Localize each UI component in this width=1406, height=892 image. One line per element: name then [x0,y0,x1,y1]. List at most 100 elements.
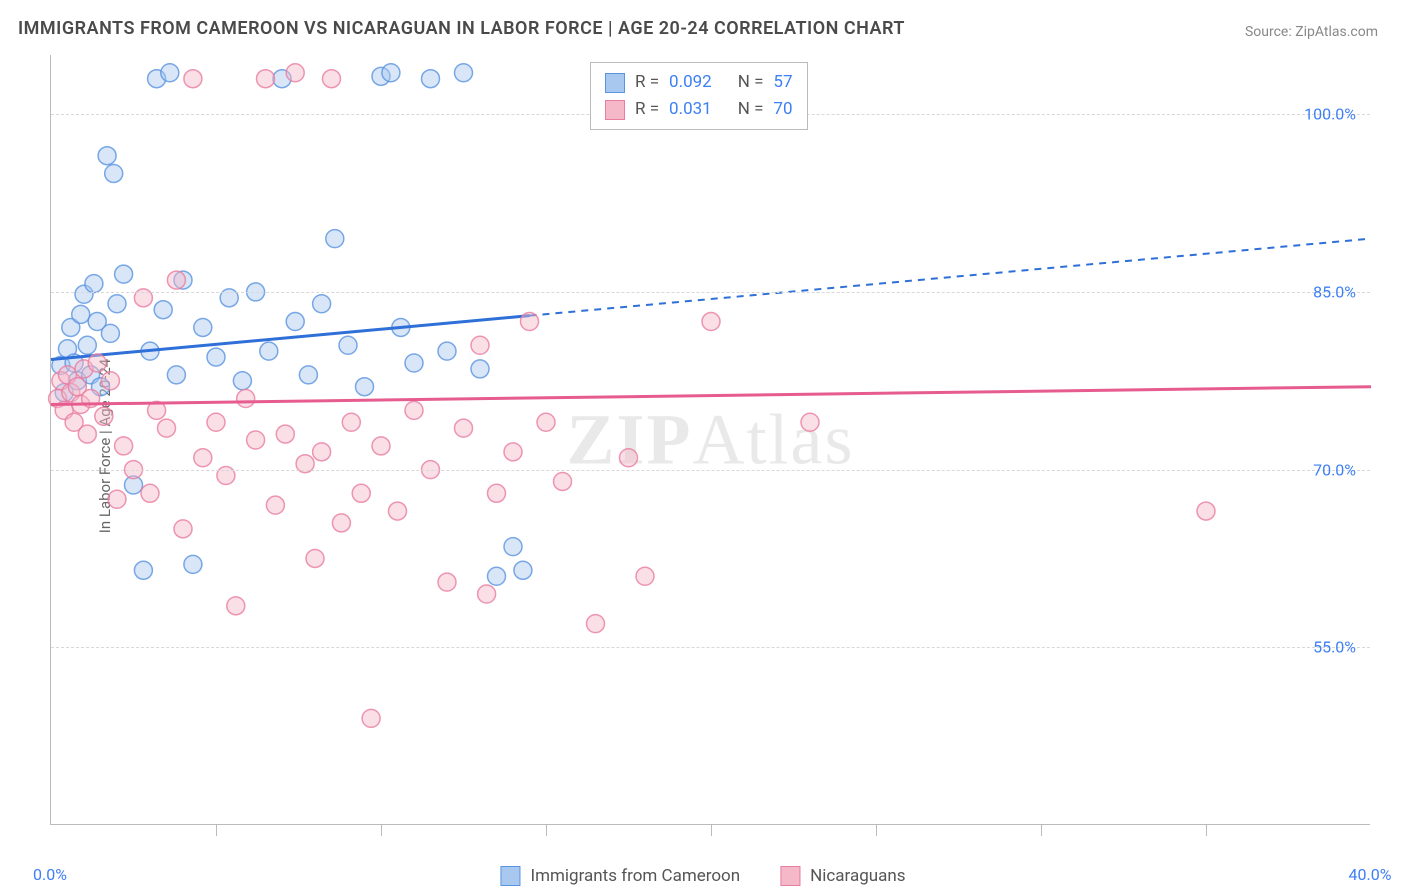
data-point [158,419,176,437]
data-point [286,64,304,82]
data-point [372,437,390,455]
data-point [299,366,317,384]
r-label: R = [635,69,659,96]
data-point [154,301,172,319]
x-minor-tick [711,824,712,836]
y-tick-label: 55.0% [1313,638,1356,657]
x-minor-tick [381,824,382,836]
legend-stats-row: R =0.031N =70 [605,96,793,123]
regression-line-dashed [530,239,1372,316]
legend-stats-row: R = 0.092 N = 57 [605,69,793,96]
n-value: 57 [773,69,792,96]
data-point [105,164,123,182]
data-point [801,413,819,431]
data-point [72,305,90,323]
plot-svg [51,55,1370,824]
data-point [326,230,344,248]
data-point [389,502,407,520]
data-point [1197,502,1215,520]
r-label: R = [635,96,659,123]
data-point [455,419,473,437]
data-point [286,313,304,331]
legend-series-label: Nicaraguans [810,866,905,886]
x-minor-tick [546,824,547,836]
data-point [478,585,496,603]
legend-swatch [605,100,625,120]
data-point [488,484,506,502]
data-point [108,490,126,508]
data-point [471,336,489,354]
r-value: 0.092 [669,69,712,96]
r-value: 0.031 [669,96,712,123]
data-point [227,597,245,615]
data-point [356,378,374,396]
x-minor-tick [1206,824,1207,836]
data-point [620,449,638,467]
data-point [101,324,119,342]
data-point [98,147,116,165]
legend-series-label: Immigrants from Cameroon [530,866,740,886]
data-point [108,295,126,313]
data-point [405,354,423,372]
data-point [362,709,380,727]
chart-container: IMMIGRANTS FROM CAMEROON VS NICARAGUAN I… [0,0,1406,892]
data-point [141,484,159,502]
data-point [207,348,225,366]
data-point [184,555,202,573]
data-point [184,70,202,88]
data-point [339,336,357,354]
data-point [134,561,152,579]
data-point [194,449,212,467]
n-value: 70 [773,96,792,123]
plot-area: ZIPAtlas 55.0%70.0%85.0%100.0% [50,55,1370,825]
data-point [504,538,522,556]
data-point [306,549,324,567]
data-point [636,567,654,585]
legend-swatch [605,73,625,93]
data-point [504,443,522,461]
data-point [587,615,605,633]
data-point [207,413,225,431]
data-point [88,354,106,372]
data-point [537,413,555,431]
legend-series-item: Immigrants from Cameroon [500,866,740,886]
data-point [266,496,284,514]
gridline-h [51,292,1370,293]
data-point [342,413,360,431]
x-tick-label: 0.0% [33,865,67,884]
y-tick-label: 100.0% [1304,105,1356,124]
chart-title: IMMIGRANTS FROM CAMEROON VS NICARAGUAN I… [18,18,905,39]
data-point [405,401,423,419]
data-point [115,265,133,283]
legend-stats: R = 0.092 N = 57R = 0.031 N = 70 [590,62,808,130]
data-point [233,372,251,390]
data-point [313,295,331,313]
legend-series-item: Nicaraguans [780,866,905,886]
data-point [78,336,96,354]
data-point [95,407,113,425]
data-point [382,64,400,82]
legend-swatch [780,866,800,886]
data-point [554,472,572,490]
data-point [101,372,119,390]
x-tick-label: 40.0% [1349,865,1392,884]
source-attribution: Source: ZipAtlas.com [1245,24,1378,40]
data-point [247,431,265,449]
data-point [488,567,506,585]
data-point [257,70,275,88]
y-tick-label: 85.0% [1313,282,1356,301]
legend-swatch [500,866,520,886]
n-label: N = [738,69,764,96]
data-point [237,390,255,408]
gridline-h [51,470,1370,471]
data-point [194,318,212,336]
data-point [455,64,473,82]
data-point [313,443,331,461]
gridline-h [51,647,1370,648]
data-point [514,561,532,579]
x-minor-tick [1041,824,1042,836]
data-point [78,425,96,443]
data-point [115,437,133,455]
data-point [260,342,278,360]
data-point [521,313,539,331]
